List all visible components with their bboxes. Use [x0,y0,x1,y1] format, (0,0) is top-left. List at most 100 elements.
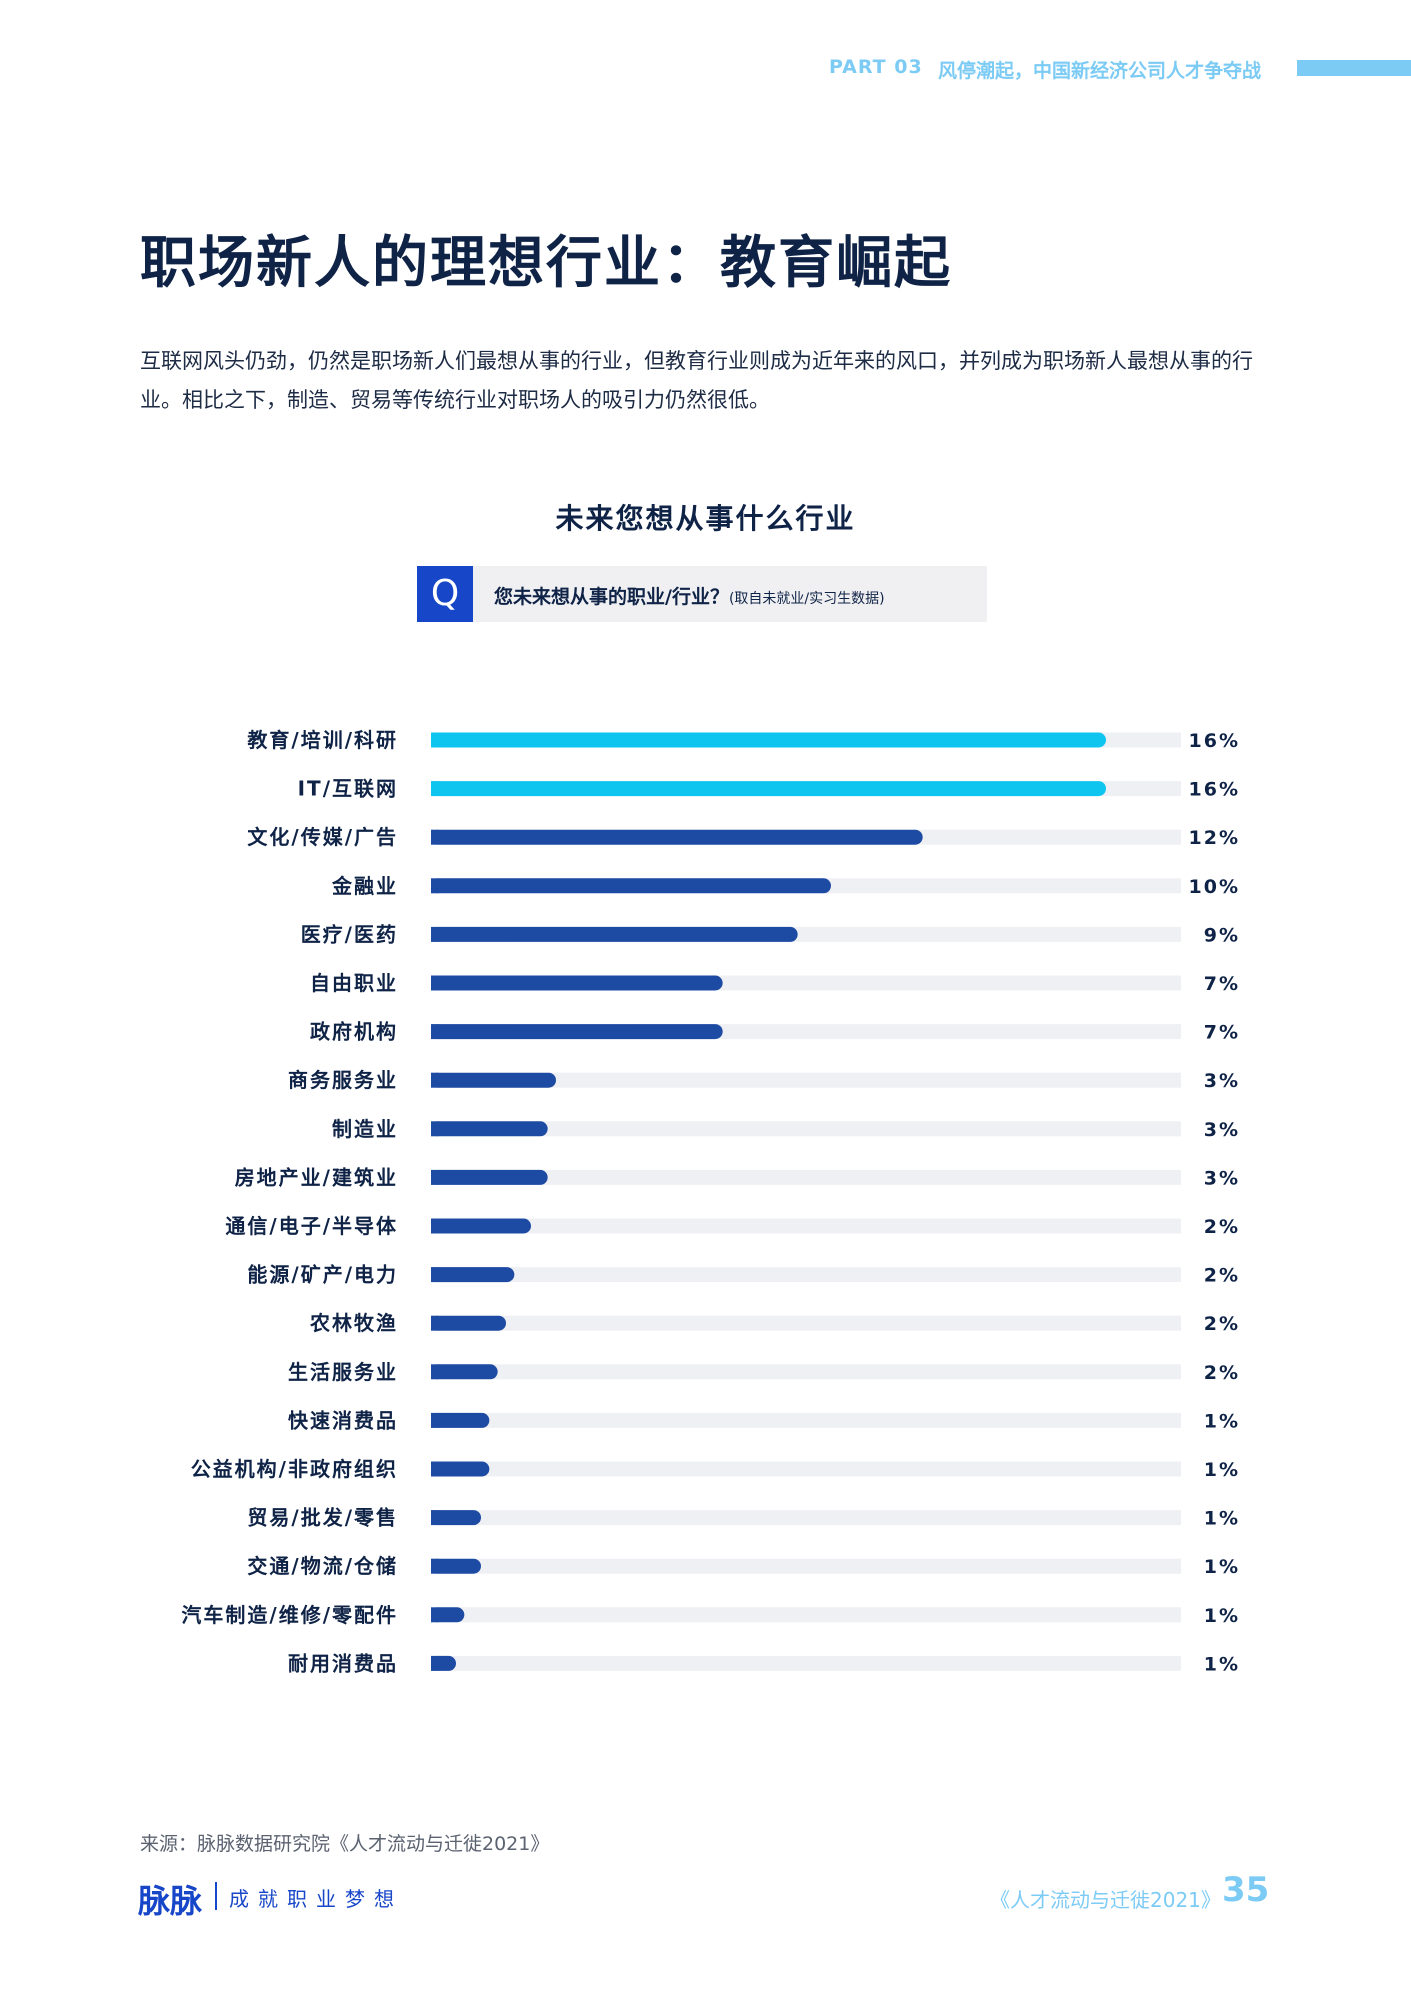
category-label: 生活服务业 [288,1360,398,1384]
value-label: 2% [1204,1313,1240,1335]
bar [431,1364,498,1380]
category-label: 政府机构 [310,1020,398,1044]
category-label: 贸易/批发/零售 [247,1506,398,1530]
footer-report-title: 《人才流动与迁徙2021》 [990,1888,1221,1912]
bar-row: 金融业 10% [331,874,1240,898]
bar-row: 汽车制造/维修/零配件 1% [181,1603,1240,1627]
page-number: 35 [1222,1870,1270,1910]
bar-left-edge [431,1218,439,1234]
category-label: 自由职业 [310,971,398,995]
footer-slogan: 成就职业梦想 [229,1887,403,1911]
bar [431,1121,548,1137]
bar-row: 交通/物流/仓储 1% [247,1554,1240,1578]
question-box: Q 您未来想从事的职业/行业？(取自未就业/实习生数据) [417,566,987,622]
question-mark-icon: Q [417,566,473,622]
bar-track [431,1412,1181,1428]
bar [431,1412,490,1428]
bar-row: 耐用消费品 1% [288,1651,1240,1675]
bar-left-edge [431,1412,439,1428]
bar-left-edge [431,1121,439,1137]
bar-row: 农林牧渔 2% [309,1311,1240,1335]
section-subtitle: 风停潮起，中国新经济公司人才争夺战 [938,60,1262,82]
bar-track [431,1072,1181,1088]
intro-paragraph: 互联网风头仍劲，仍然是职场新人们最想从事的行业，但教育行业则成为近年来的风口，并… [140,349,1253,412]
bar [431,829,923,845]
bar-row: 教育/培训/科研 16% [247,728,1240,752]
value-label: 2% [1204,1216,1240,1238]
bar-row: 制造业 3% [332,1117,1240,1141]
question-text: 您未来想从事的职业/行业？(取自未就业/实习生数据) [494,582,885,609]
bar [431,732,1106,748]
bar-track [431,1655,1181,1671]
bar-track [431,1510,1181,1526]
bar [431,1218,531,1234]
bar-row: 通信/电子/半导体 2% [225,1214,1240,1238]
category-label: 制造业 [332,1117,398,1141]
value-label: 1% [1204,1653,1240,1675]
category-label: 商务服务业 [288,1068,398,1092]
bar-row: 房地产业/建筑业 3% [235,1165,1238,1189]
question-note: (取自未就业/实习生数据) [728,591,885,607]
bar [431,926,798,942]
category-label: 交通/物流/仓储 [247,1554,398,1578]
bar [431,1024,723,1040]
bar-row: 自由职业 7% [310,971,1240,995]
bar-row: 公益机构/非政府组织 1% [191,1457,1240,1481]
bar-left-edge [431,781,439,797]
page-title: 职场新人的理想行业：教育崛起 [140,231,952,296]
bar-left-edge [431,878,439,894]
bar-track [431,1267,1181,1283]
bar-left-edge [431,732,439,748]
bar-left-edge [431,1315,439,1331]
bar-left-edge [431,1558,439,1574]
bar-row: 商务服务业 3% [288,1068,1240,1092]
bar-left-edge [431,1510,439,1526]
value-label: 1% [1204,1556,1240,1578]
bar-left-edge [431,1072,439,1088]
header-accent-bar [1297,60,1411,76]
category-label: 能源/矿产/电力 [247,1263,398,1287]
bar-track [431,1121,1181,1137]
bar [431,1510,481,1526]
footer-divider [215,1882,217,1910]
category-label: 耐用消费品 [288,1651,398,1675]
value-label: 1% [1204,1605,1240,1627]
bar-row: 文化/传媒/广告 12% [247,825,1240,849]
bar-left-edge [431,926,439,942]
value-label: 7% [1204,973,1240,995]
value-label: 7% [1204,1022,1240,1044]
value-label: 10% [1189,876,1240,898]
category-label: 教育/培训/科研 [247,728,398,752]
value-label: 3% [1204,1070,1240,1092]
bar [431,1072,556,1088]
category-label: 金融业 [331,874,398,898]
bar-left-edge [431,1655,439,1671]
bar-track [431,1461,1181,1477]
value-label: 2% [1204,1362,1240,1384]
category-label: 快速消费品 [288,1408,398,1432]
value-label: 16% [1189,730,1240,752]
bar [431,878,831,894]
value-label: 1% [1204,1410,1240,1432]
bar-row: 能源/矿产/电力 2% [247,1263,1238,1287]
category-label: 农林牧渔 [309,1311,398,1335]
bar-row: 生活服务业 2% [288,1360,1240,1384]
bar [431,781,1106,797]
bar [431,1558,481,1574]
category-label: 通信/电子/半导体 [225,1214,398,1238]
value-label: 3% [1204,1119,1240,1141]
value-label: 1% [1204,1459,1240,1481]
bar [431,975,723,991]
bar-row: 医疗/医药 9% [301,922,1238,946]
bar-left-edge [431,1364,439,1380]
bar-row: IT/互联网 16% [298,777,1240,801]
industry-bar-chart: 教育/培训/科研 16% IT/互联网 16% 文化/传媒/广告 12% 金融业 10% 医疗/… [181,728,1240,1675]
bar-left-edge [431,1267,439,1283]
bar-left-edge [431,1461,439,1477]
category-label: 公益机构/非政府组织 [191,1457,398,1481]
bar-track [431,1364,1181,1380]
maimai-logo: 脉脉 [138,1882,203,1920]
value-label: 16% [1189,779,1240,801]
value-label: 12% [1189,827,1240,849]
bar-track [431,1218,1181,1234]
